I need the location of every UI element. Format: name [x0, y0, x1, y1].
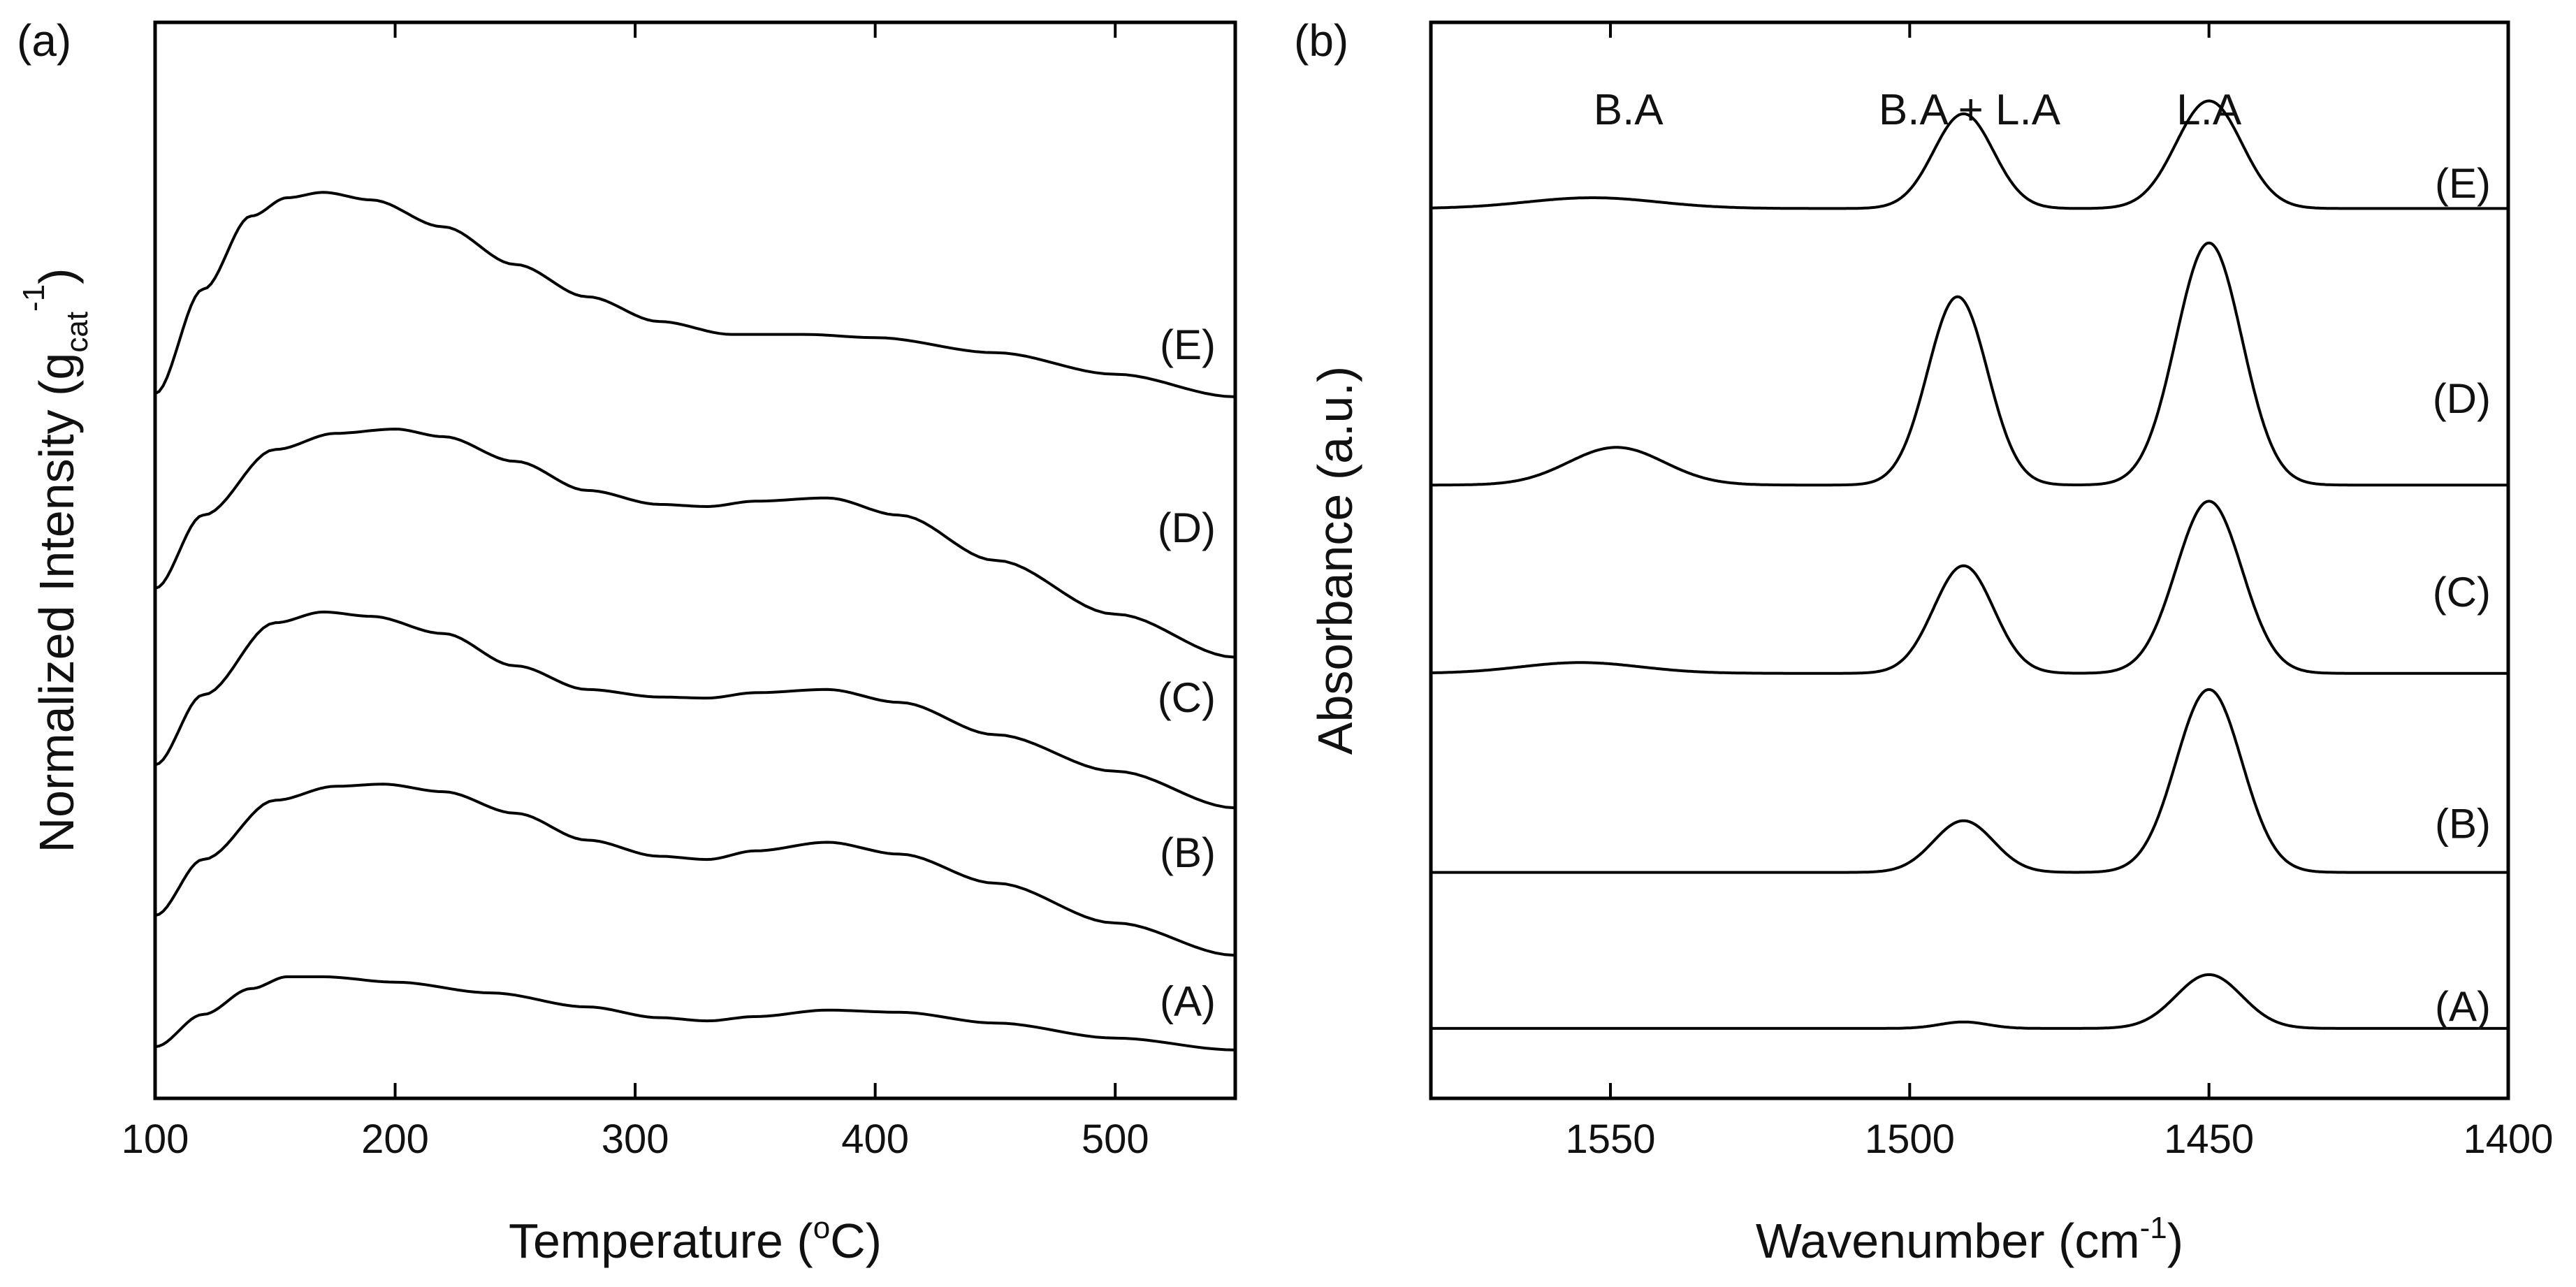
- band-label: B.A: [1594, 86, 1664, 134]
- x-tick-label-a: 200: [361, 1117, 429, 1162]
- series-line-a-4: [154, 191, 1237, 398]
- y-axis-title-end: ): [29, 268, 84, 284]
- curve-label-a: (B): [1160, 829, 1216, 876]
- series-line-a-2: [154, 610, 1237, 810]
- x-tick-label-a: 300: [602, 1117, 669, 1162]
- panel-label-a: (a): [17, 15, 71, 66]
- x-axis-title-a: Temperature (oC): [509, 1211, 882, 1268]
- y-axis-title-main: Normalized Intensity (g: [29, 353, 84, 853]
- series-line-a-0: [154, 975, 1237, 1052]
- x-axis-title-sup: -1: [2140, 1211, 2167, 1245]
- panel-label-b: (b): [1294, 15, 1348, 66]
- series-line-a-3: [154, 428, 1237, 659]
- series-line-b-0: [1429, 973, 2510, 1030]
- curve-label-b: (E): [2435, 160, 2491, 207]
- panel-b: (b) 1550 1500 1450 1400 Wavenumber (cm-1) Abso…: [1294, 15, 2554, 1268]
- y-axis-title-sup: -1: [17, 284, 51, 312]
- series-line-a-1: [154, 783, 1237, 957]
- x-tick-label-b: 1500: [1865, 1117, 1955, 1162]
- x-axis-title-end: ): [2167, 1214, 2183, 1268]
- curve-label-b: (A): [2435, 983, 2491, 1030]
- band-label: B.A + L.A: [1879, 86, 2061, 134]
- series-line-b-4: [1429, 99, 2510, 210]
- y-axis-title-sub: cat: [60, 312, 94, 353]
- x-axis-title-sup: o: [813, 1211, 830, 1245]
- x-axis-title-main: Temperature (: [509, 1214, 813, 1268]
- curve-label-a: (C): [1158, 674, 1216, 721]
- curve-label-b: (B): [2435, 800, 2491, 847]
- plot-frame-a: [153, 20, 1237, 1100]
- x-tick-label-a: 400: [841, 1117, 909, 1162]
- x-axis-title-main: Wavenumber (cm: [1756, 1214, 2140, 1268]
- curve-label-a: (E): [1160, 321, 1216, 368]
- y-axis-title-b: Absorbance (a.u.): [1308, 366, 1362, 755]
- curve-label-a: (D): [1158, 504, 1216, 551]
- band-label: L.A: [2176, 86, 2242, 134]
- curve-label-b: (C): [2433, 569, 2491, 616]
- y-axis-title-main: Absorbance (a.u.): [1308, 366, 1362, 755]
- y-axis-title-a: Normalized Intensity (gcat -1): [17, 268, 94, 853]
- curve-label-b: (D): [2433, 375, 2491, 422]
- series-line-b-1: [1429, 688, 2510, 874]
- x-axis-title-unit: C): [830, 1214, 882, 1268]
- x-tick-label-b: 1400: [2463, 1117, 2553, 1162]
- panel-a: (a) 100 200 300 400 500 Temperature (oC) Normal…: [17, 15, 1237, 1268]
- x-tick-label-b: 1550: [1565, 1117, 1655, 1162]
- x-tick-label-b: 1450: [2164, 1117, 2254, 1162]
- x-tick-label-a: 100: [122, 1117, 189, 1162]
- curve-label-a: (A): [1160, 977, 1216, 1024]
- series-line-b-2: [1429, 500, 2510, 675]
- x-tick-label-a: 500: [1082, 1117, 1149, 1162]
- plot-frame-b: [1429, 20, 2510, 1100]
- series-line-b-3: [1429, 241, 2510, 487]
- x-axis-title-b: Wavenumber (cm-1): [1756, 1211, 2183, 1268]
